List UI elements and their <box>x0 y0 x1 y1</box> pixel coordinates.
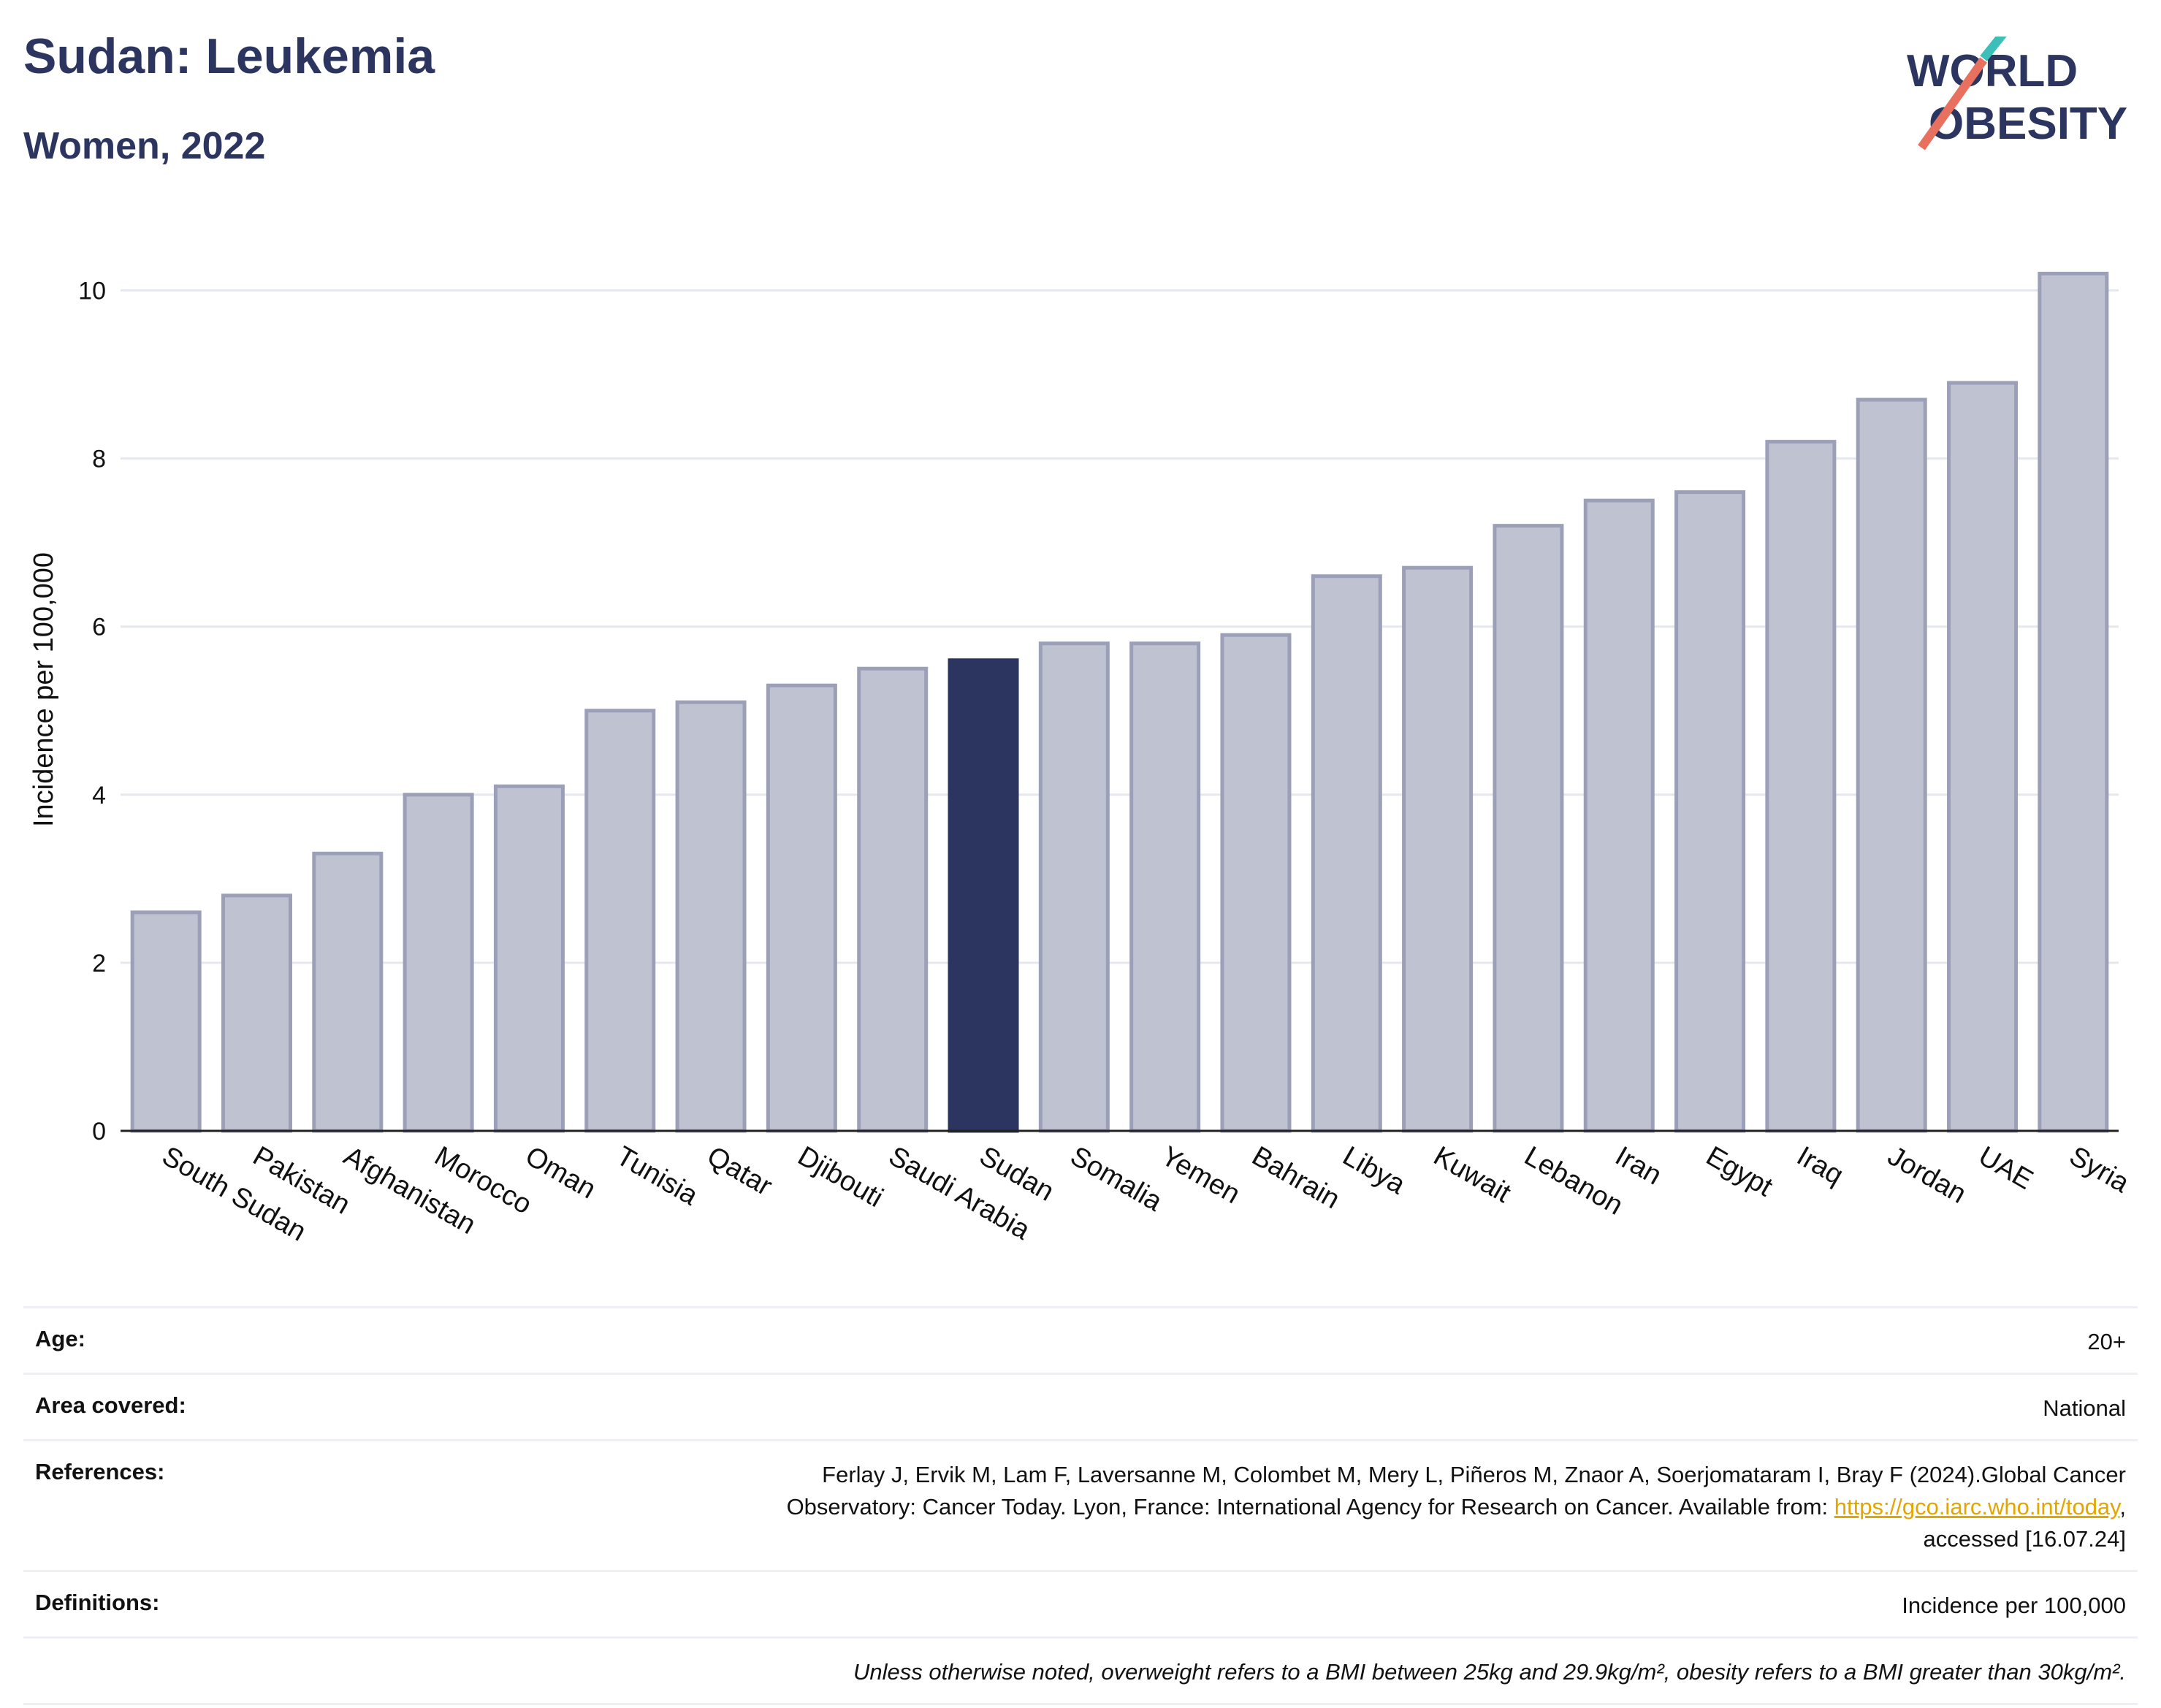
bar-yemen <box>1129 641 1201 1133</box>
info-row-definitions: Definitions: Incidence per 100,000 <box>23 1570 2138 1636</box>
x-tick-label: Djibouti <box>793 1140 888 1213</box>
bar-libya <box>1311 574 1382 1133</box>
bar-south-sudan <box>130 910 202 1133</box>
age-value: 20+ <box>2087 1329 2126 1354</box>
world-obesity-logo: WORLD OBESITY <box>1907 37 2127 150</box>
references-line2-post: , <box>2119 1494 2126 1520</box>
info-table: Age: 20+ Area covered: National Referenc… <box>23 1306 2138 1705</box>
bar-lebanon <box>1493 524 1564 1133</box>
y-axis-label: Incidence per 100,000 <box>28 552 59 827</box>
x-tick-label: Tunisia <box>611 1140 704 1211</box>
references-line3: accessed [16.07.24] <box>1923 1526 2126 1552</box>
y-tick-label: 10 <box>78 278 106 305</box>
x-tick-label: Libya <box>1338 1140 1411 1200</box>
references-link[interactable]: https://gco.iarc.who.int/today <box>1834 1494 2120 1520</box>
y-tick-label: 4 <box>92 782 106 809</box>
area-value: National <box>2043 1395 2126 1421</box>
bar-somalia <box>1038 641 1110 1133</box>
info-row-area: Area covered: National <box>23 1373 2138 1439</box>
bar-djibouti <box>766 683 837 1133</box>
bar-qatar <box>675 700 747 1133</box>
page-subtitle: Women, 2022 <box>23 125 266 167</box>
definitions-note: Unless otherwise noted, overweight refer… <box>853 1659 2126 1685</box>
bar-iraq <box>1765 440 1837 1133</box>
x-axis-ticks: South SudanPakistanAfghanistanMoroccoOma… <box>157 1140 2135 1247</box>
bar-afghanistan <box>312 851 384 1133</box>
definitions-label: Definitions: <box>35 1590 160 1615</box>
bar-tunisia <box>584 709 656 1133</box>
page-title: Sudan: Leukemia <box>23 28 435 84</box>
x-tick-label: Lebanon <box>1519 1140 1628 1221</box>
logo-line1: WORLD <box>1907 46 2078 96</box>
x-tick-label: UAE <box>1973 1140 2038 1195</box>
y-tick-label: 0 <box>92 1118 106 1145</box>
references-label: References: <box>35 1459 165 1484</box>
age-label: Age: <box>35 1326 85 1351</box>
x-tick-label: Bahrain <box>1246 1140 1344 1215</box>
logo-line2: OBESITY <box>1929 99 2127 149</box>
area-label: Area covered: <box>35 1392 186 1418</box>
bar-morocco <box>403 793 474 1133</box>
bar-chart: 0 2 4 6 8 10 South SudanPakistanAfghanistanMo… <box>28 272 2135 1248</box>
logo-slash-bottom <box>1918 57 1987 150</box>
x-tick-label: Iraq <box>1791 1140 1848 1191</box>
x-tick-label: Qatar <box>702 1140 778 1202</box>
definitions-value: Incidence per 100,000 <box>1902 1593 2126 1618</box>
references-value: Ferlay J, Ervik M, Lam F, Laversanne M, … <box>787 1459 2126 1555</box>
x-tick-label: Jordan <box>1883 1140 1972 1209</box>
bar-sudan <box>948 658 1019 1133</box>
x-tick-label: Syria <box>2064 1140 2135 1199</box>
bar-iran <box>1583 498 1655 1133</box>
references-line2: Observatory: Cancer Today. Lyon, France:… <box>786 1494 1834 1520</box>
bar-egypt <box>1674 490 1746 1133</box>
y-tick-label: 2 <box>92 950 106 977</box>
x-tick-label: Somalia <box>1065 1140 1168 1217</box>
bar-uae <box>1947 381 2019 1133</box>
info-row-age: Age: 20+ <box>23 1306 2138 1373</box>
x-tick-label: Iran <box>1610 1140 1667 1191</box>
bar-kuwait <box>1402 565 1474 1133</box>
bar-jordan <box>1856 397 1927 1133</box>
references-line1: Ferlay J, Ervik M, Lam F, Laversanne M, … <box>822 1462 2126 1487</box>
bar-saudi-arabia <box>857 666 929 1133</box>
logo-slash-top <box>1980 37 2007 61</box>
x-tick-label: Kuwait <box>1428 1140 1516 1209</box>
bar-syria <box>2038 272 2109 1133</box>
y-axis-ticks: 0 2 4 6 8 10 <box>78 278 106 1145</box>
y-tick-label: 6 <box>92 614 106 641</box>
info-row-note: Unless otherwise noted, overweight refer… <box>23 1636 2138 1705</box>
x-tick-label: Yemen <box>1156 1140 1245 1210</box>
bar-pakistan <box>221 893 292 1133</box>
bar-oman <box>493 784 565 1133</box>
y-tick-label: 8 <box>92 446 106 473</box>
info-row-references: References: Ferlay J, Ervik M, Lam F, La… <box>23 1439 2138 1570</box>
x-tick-label: Egypt <box>1701 1140 1778 1202</box>
bar-bahrain <box>1220 633 1292 1133</box>
chart-bars <box>130 272 2109 1133</box>
